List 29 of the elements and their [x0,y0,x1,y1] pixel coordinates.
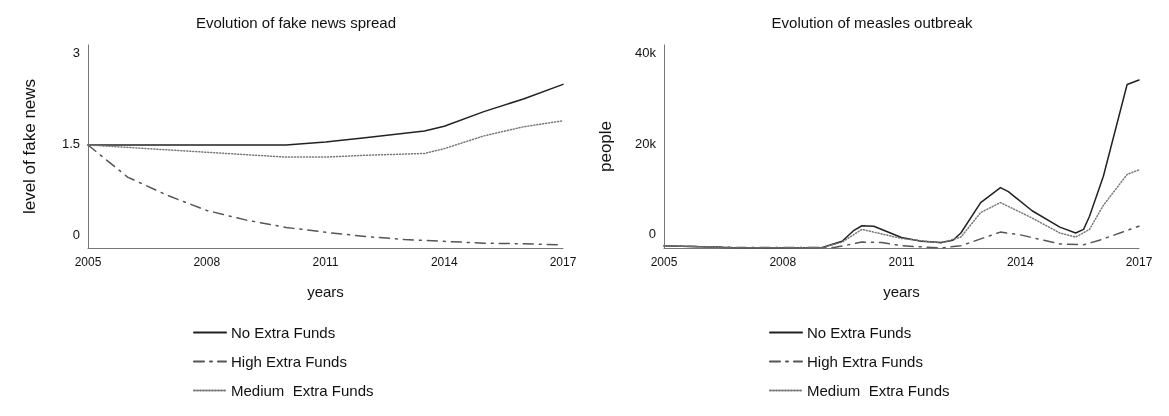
chart-title: Evolution of fake news spread [195,14,397,31]
y-axis-title: level of fake news [20,78,39,215]
y-tick-label: 20k [635,135,657,151]
y-tick-label: 0 [648,226,656,242]
y-axis-title: people [596,120,615,173]
x-tick-label: 2008 [193,255,221,269]
y-tick-label: 40k [635,44,657,60]
legend-label: No Extra Funds [231,324,336,341]
y-tick-label: 0 [72,226,80,242]
chart-title: Evolution of measles outbreak [771,14,973,31]
x-tick-label: 2011 [888,255,915,269]
legend-label: No Extra Funds [807,324,912,341]
y-tick-label: 3 [72,44,80,60]
legend-label: High Extra Funds [231,353,347,370]
x-tick-label: 2005 [74,255,102,269]
x-tick-label: 2017 [1125,255,1153,269]
x-tick-label: 2011 [312,255,339,269]
x-tick-label: 2014 [1006,255,1034,269]
x-tick-label: 2014 [430,255,458,269]
x-axis-title: years [307,283,344,300]
x-tick-label: 2017 [549,255,577,269]
y-tick-label: 1.5 [61,135,80,151]
legend-label: Medium Extra Funds [231,382,374,399]
x-axis-title: years [883,283,920,300]
x-tick-label: 2005 [650,255,678,269]
legend-label: Medium Extra Funds [807,382,950,399]
legend-label: High Extra Funds [807,353,923,370]
x-tick-label: 2008 [769,255,797,269]
line-series [87,83,564,146]
